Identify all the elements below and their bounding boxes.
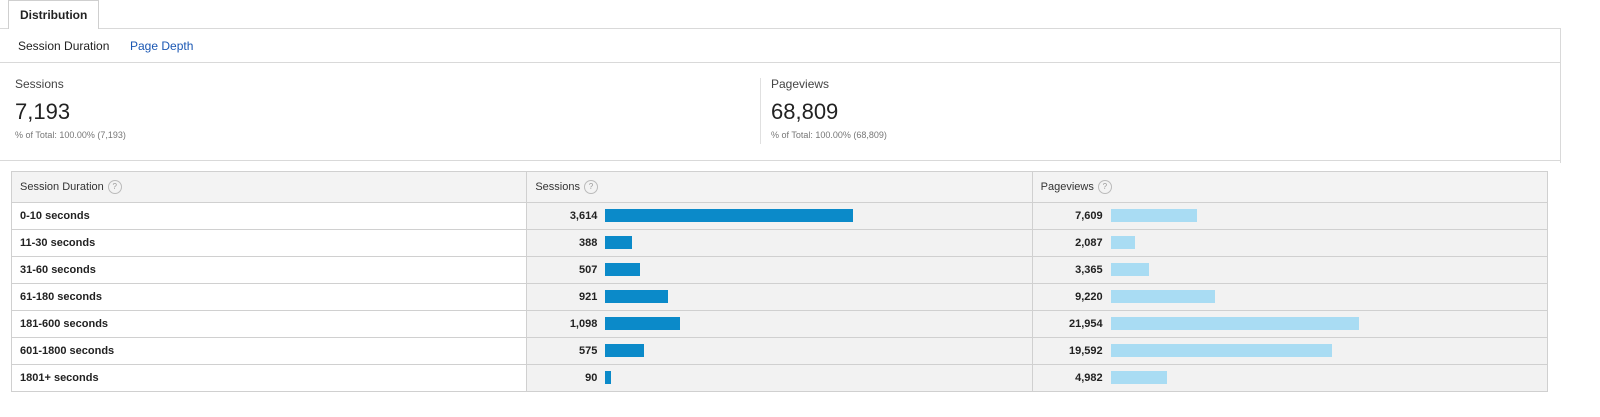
tab-distribution[interactable]: Distribution — [8, 0, 100, 30]
subnav-page-depth[interactable]: Page Depth — [130, 39, 194, 53]
pageviews-value: 3,365 — [1075, 264, 1103, 276]
pageviews-value: 68,809 — [771, 99, 839, 124]
header-pageviews-label: Pageviews — [1040, 180, 1094, 193]
table-row: 181-600 seconds 1,098 21,954 — [10, 310, 1549, 338]
sessions-value: 7,193 — [15, 99, 71, 124]
pageviews-bar — [1110, 209, 1197, 222]
pageviews-bar — [1110, 371, 1167, 384]
sessions-pct-of-total: % of Total: 100.00% (7,193) — [15, 130, 126, 140]
row-dimension-label: 1801+ seconds — [10, 364, 528, 392]
help-icon[interactable]: ? — [107, 180, 122, 194]
pageviews-value: 2,087 — [1075, 237, 1103, 249]
pageviews-bar — [1110, 263, 1149, 276]
row-sessions-cell: 1,098 — [526, 310, 1033, 338]
row-pageviews-cell: 19,592 — [1031, 337, 1549, 365]
row-pageviews-cell: 4,982 — [1031, 364, 1549, 392]
table-header-row: Session Duration? Sessions? Pageviews? — [10, 171, 1549, 203]
table-row: 1801+ seconds 90 4,982 — [10, 364, 1549, 392]
sessions-bar — [605, 290, 669, 303]
sessions-value: 575 — [578, 345, 598, 357]
table-row: 0-10 seconds 3,614 7,609 — [10, 202, 1549, 230]
sessions-value: 1,098 — [569, 318, 598, 330]
table-row: 601-1800 seconds 575 19,592 — [10, 337, 1549, 365]
pageviews-value: 19,592 — [1068, 345, 1103, 357]
sessions-value: 388 — [578, 237, 598, 249]
pageviews-value: 7,609 — [1075, 210, 1103, 222]
table-row: 61-180 seconds 921 9,220 — [10, 283, 1549, 311]
pageviews-value: 9,220 — [1075, 291, 1103, 303]
row-pageviews-cell: 9,220 — [1031, 283, 1549, 311]
row-pageviews-cell: 2,087 — [1031, 229, 1549, 257]
sessions-scorecard: Sessions 7,193 % of Total: 100.00% (7,19… — [15, 63, 715, 159]
tab-bar: Distribution — [0, 0, 1560, 30]
sessions-value: 3,614 — [569, 210, 598, 222]
sessions-value: 507 — [578, 264, 598, 276]
pageviews-bar — [1110, 236, 1135, 249]
header-sessions[interactable]: Sessions? — [526, 171, 1033, 203]
sessions-bar — [605, 209, 854, 222]
help-icon[interactable]: ? — [1097, 180, 1112, 194]
sessions-bar — [605, 344, 645, 357]
header-session-duration[interactable]: Session Duration? — [10, 171, 528, 203]
row-sessions-cell: 575 — [526, 337, 1033, 365]
row-sessions-cell: 90 — [526, 364, 1033, 392]
section-divider — [0, 160, 1560, 161]
sessions-value: 90 — [585, 372, 598, 384]
pageviews-label: Pageviews — [771, 77, 830, 91]
sessions-label: Sessions — [15, 77, 64, 91]
row-pageviews-cell: 3,365 — [1031, 256, 1549, 284]
header-session-duration-label: Session Duration — [20, 180, 104, 193]
header-pageviews[interactable]: Pageviews? — [1031, 171, 1549, 203]
pageviews-bar — [1110, 290, 1215, 303]
row-pageviews-cell: 21,954 — [1031, 310, 1549, 338]
row-sessions-cell: 507 — [526, 256, 1033, 284]
subnav-session-duration[interactable]: Session Duration — [18, 39, 110, 53]
sessions-bar — [605, 236, 633, 249]
distribution-subnav: Session Duration Page Depth — [0, 29, 1560, 63]
pageviews-bar — [1110, 344, 1332, 357]
scrollbar-track[interactable] — [1560, 28, 1561, 163]
pageviews-bar — [1110, 317, 1359, 330]
sessions-bar — [605, 371, 612, 384]
row-dimension-label: 31-60 seconds — [10, 256, 528, 284]
row-sessions-cell: 388 — [526, 229, 1033, 257]
row-pageviews-cell: 7,609 — [1031, 202, 1549, 230]
scorecard-divider — [760, 78, 761, 144]
sessions-bar — [605, 317, 681, 330]
row-dimension-label: 601-1800 seconds — [10, 337, 528, 365]
row-sessions-cell: 3,614 — [526, 202, 1033, 230]
pageviews-pct-of-total: % of Total: 100.00% (68,809) — [771, 130, 887, 140]
row-dimension-label: 61-180 seconds — [10, 283, 528, 311]
row-dimension-label: 11-30 seconds — [10, 229, 528, 257]
row-dimension-label: 0-10 seconds — [10, 202, 528, 230]
help-icon[interactable]: ? — [583, 180, 598, 194]
row-dimension-label: 181-600 seconds — [10, 310, 528, 338]
table-row: 11-30 seconds 388 2,087 — [10, 229, 1549, 257]
sessions-bar — [605, 263, 641, 276]
table-row: 31-60 seconds 507 3,365 — [10, 256, 1549, 284]
distribution-table: Session Duration? Sessions? Pageviews? 0… — [10, 171, 1549, 392]
row-sessions-cell: 921 — [526, 283, 1033, 311]
header-sessions-label: Sessions — [535, 180, 580, 193]
pageviews-value: 4,982 — [1075, 372, 1103, 384]
sessions-value: 921 — [578, 291, 598, 303]
pageviews-value: 21,954 — [1068, 318, 1103, 330]
pageviews-scorecard: Pageviews 68,809 % of Total: 100.00% (68… — [771, 63, 1471, 159]
